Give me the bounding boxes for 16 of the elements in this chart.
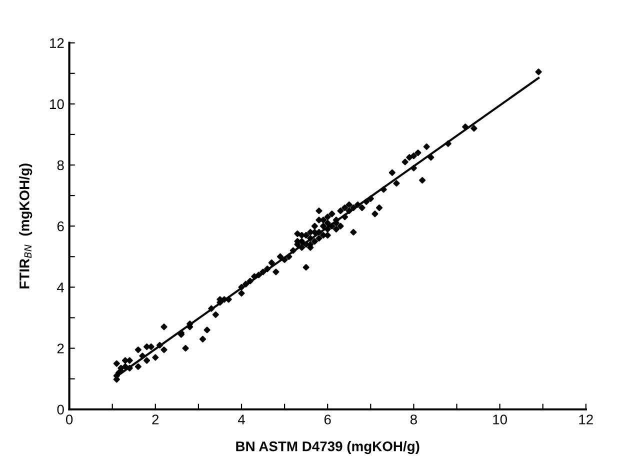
x-axis-title: BN ASTM D4739 (mgKOH/g) (236, 441, 420, 454)
y-tick-label: 4 (57, 282, 64, 292)
y-tick-label: 6 (57, 221, 64, 232)
y-tick-label: 12 (50, 38, 64, 48)
x-tick-label: 8 (410, 414, 417, 424)
y-tick-label: 2 (57, 344, 64, 354)
x-tick-label: 10 (493, 414, 507, 424)
x-tick-label: 6 (324, 414, 331, 424)
y-tick-label: 10 (50, 99, 64, 110)
x-tick-label: 0 (66, 414, 73, 424)
y-tick-label: 8 (57, 160, 64, 170)
x-tick-label: 4 (238, 414, 245, 424)
y-tick-label: 0 (57, 404, 64, 415)
x-tick-label: 12 (579, 414, 593, 424)
y-axis-title: FTIR$_{BN}$ (mgKOH/g) (19, 164, 32, 288)
x-tick-label: 2 (152, 414, 159, 424)
